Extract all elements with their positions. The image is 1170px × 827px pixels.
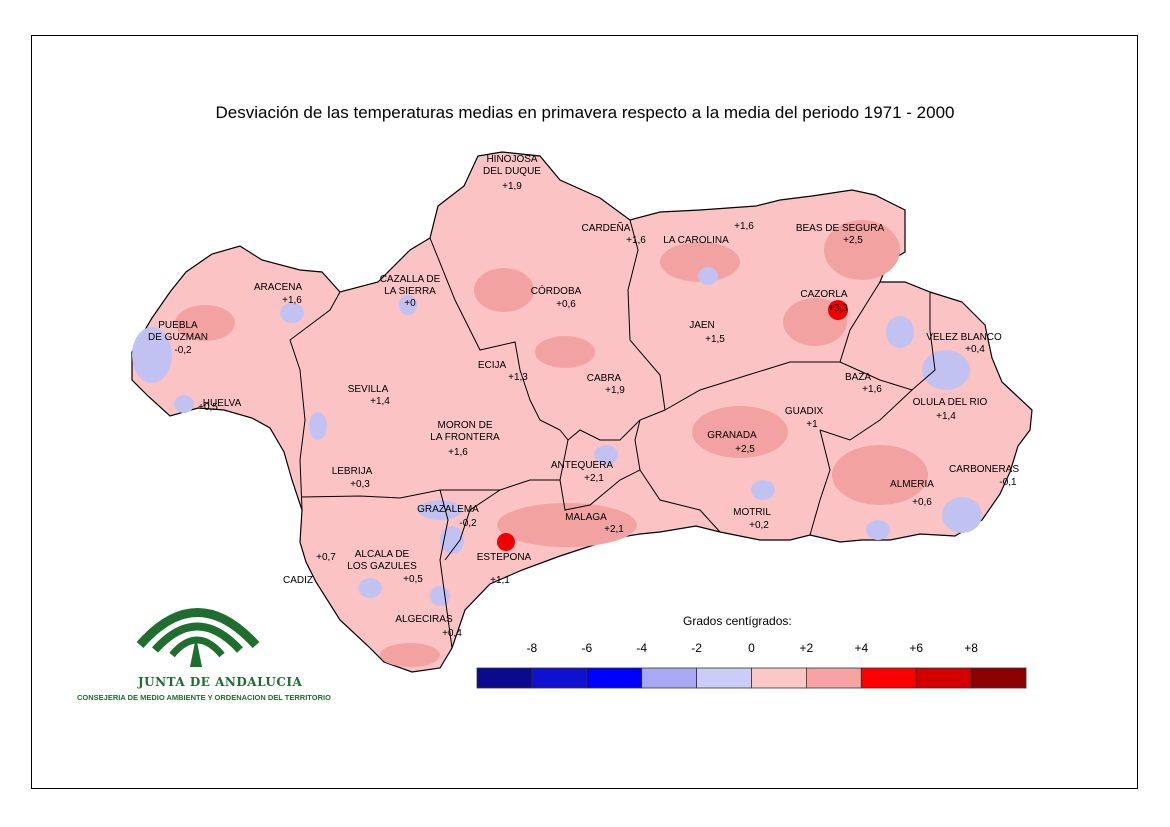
station-name: ALCALA DE xyxy=(355,549,410,560)
legend-tick-label: 0 xyxy=(748,641,755,655)
station-name: JAEN xyxy=(689,320,715,331)
station-name: VELEZ BLANCO xyxy=(926,332,1002,343)
legend-tick-label: -2 xyxy=(691,641,702,655)
station-name: MALAGA xyxy=(565,512,607,523)
map-frame xyxy=(31,35,1138,789)
station-name: CARBONERAS xyxy=(949,464,1019,475)
station-name: CAZALLA DE xyxy=(380,274,441,285)
station-name: MORON DE xyxy=(438,420,493,431)
station-value: +0,7 xyxy=(316,552,336,563)
hot-spots xyxy=(497,300,848,551)
station-value: +1,1 xyxy=(490,575,510,586)
station-name: ANTEQUERA xyxy=(551,460,614,471)
station-name: SEVILLA xyxy=(348,384,389,395)
station-value: +0,4 xyxy=(965,344,985,355)
legend-tick-label: +6 xyxy=(909,641,923,655)
logo-name: JUNTA DE ANDALUCIA xyxy=(138,675,303,689)
station-name: CABRA xyxy=(587,373,622,384)
legend-tick-label: -6 xyxy=(581,641,592,655)
station-value: +1,6 xyxy=(862,384,882,395)
station-name: ESTEPONA xyxy=(477,552,532,563)
station-value: -0,2 xyxy=(459,518,477,529)
station-name: LA FRONTERA xyxy=(430,432,500,443)
legend-tick-label: -8 xyxy=(527,641,538,655)
andalusia-region xyxy=(131,151,1033,673)
station-value: +0,4 xyxy=(442,628,462,639)
station-name: CÓRDOBA xyxy=(531,284,582,297)
station-value: +1,6 xyxy=(282,295,302,306)
station-value: +0,6 xyxy=(912,497,932,508)
station-value: -0,1 xyxy=(999,477,1017,488)
legend-tick-label: +2 xyxy=(800,641,814,655)
station-value: +1,6 xyxy=(734,221,754,232)
legend-tick-label: +8 xyxy=(964,641,978,655)
station-name: GRANADA xyxy=(707,430,757,441)
province-boundaries xyxy=(289,219,936,649)
station-value: +3,3 xyxy=(828,303,848,314)
station-value: +1,9 xyxy=(605,385,625,396)
station-value: +2,1 xyxy=(584,473,604,484)
station-value: -0,2 xyxy=(174,345,192,356)
station-value: +0,6 xyxy=(556,299,576,310)
legend-tick-label: +4 xyxy=(854,641,868,655)
station-value: +1,6 xyxy=(448,447,468,458)
station-name: OLULA DEL RIO xyxy=(913,397,988,408)
station-value: +1,9 xyxy=(502,181,522,192)
station-name: LA SIERRA xyxy=(384,286,436,297)
station-name: PUEBLA xyxy=(158,320,198,331)
station-name: LA CAROLINA xyxy=(663,235,729,246)
station-value: +0,3 xyxy=(350,479,370,490)
station-value: +1,5 xyxy=(705,334,725,345)
station-value: +1,4 xyxy=(370,396,390,407)
station-name: DE GUZMAN xyxy=(148,332,208,343)
station-name: CAZORLA xyxy=(800,289,848,300)
station-value: +2,5 xyxy=(735,444,755,455)
station-value: +0,2 xyxy=(749,520,769,531)
station-name: ECIJA xyxy=(478,360,507,371)
station-name: HINOJOSA xyxy=(486,154,537,165)
station-name: GUADIX xyxy=(785,406,824,417)
station-name: BAZA xyxy=(845,372,871,383)
station-value: +2,5 xyxy=(843,235,863,246)
station-name: ARACENA xyxy=(254,282,303,293)
station-value: +2,1 xyxy=(604,524,624,535)
station-name: LOS GAZULES xyxy=(347,561,417,572)
station-value: +1,4 xyxy=(936,411,956,422)
legend-units-label: Grados centígrados: xyxy=(683,614,792,628)
station-value: +1,3 xyxy=(508,372,528,383)
station-name: LEBRIJA xyxy=(332,466,373,477)
station-value: +1,6 xyxy=(626,235,646,246)
station-value: +0,5 xyxy=(403,574,423,585)
station-value: +0 xyxy=(404,298,416,309)
map-title: Desviación de las temperaturas medias en… xyxy=(215,103,955,122)
station-value: +0,5 xyxy=(198,402,218,413)
station-name: MOTRIL xyxy=(733,507,771,518)
station-value: +1 xyxy=(806,419,818,430)
station-name: GRAZALEMA xyxy=(417,504,479,515)
station-name: ALGECIRAS xyxy=(395,614,453,625)
logo-subtitle: CONSEJERIA DE MEDIO AMBIENTE Y ORDENACIO… xyxy=(77,693,331,702)
station-name: CADIZ xyxy=(283,575,313,586)
station-name: CARDEÑA xyxy=(582,221,631,234)
legend-swatch xyxy=(970,667,1027,689)
station-name: ALMERIA xyxy=(890,479,934,490)
station-name: DEL DUQUE xyxy=(483,166,541,177)
legend-tick-label: -4 xyxy=(636,641,647,655)
station-name: BEAS DE SEGURA xyxy=(796,223,885,234)
station-name: HUELVA xyxy=(203,398,242,409)
